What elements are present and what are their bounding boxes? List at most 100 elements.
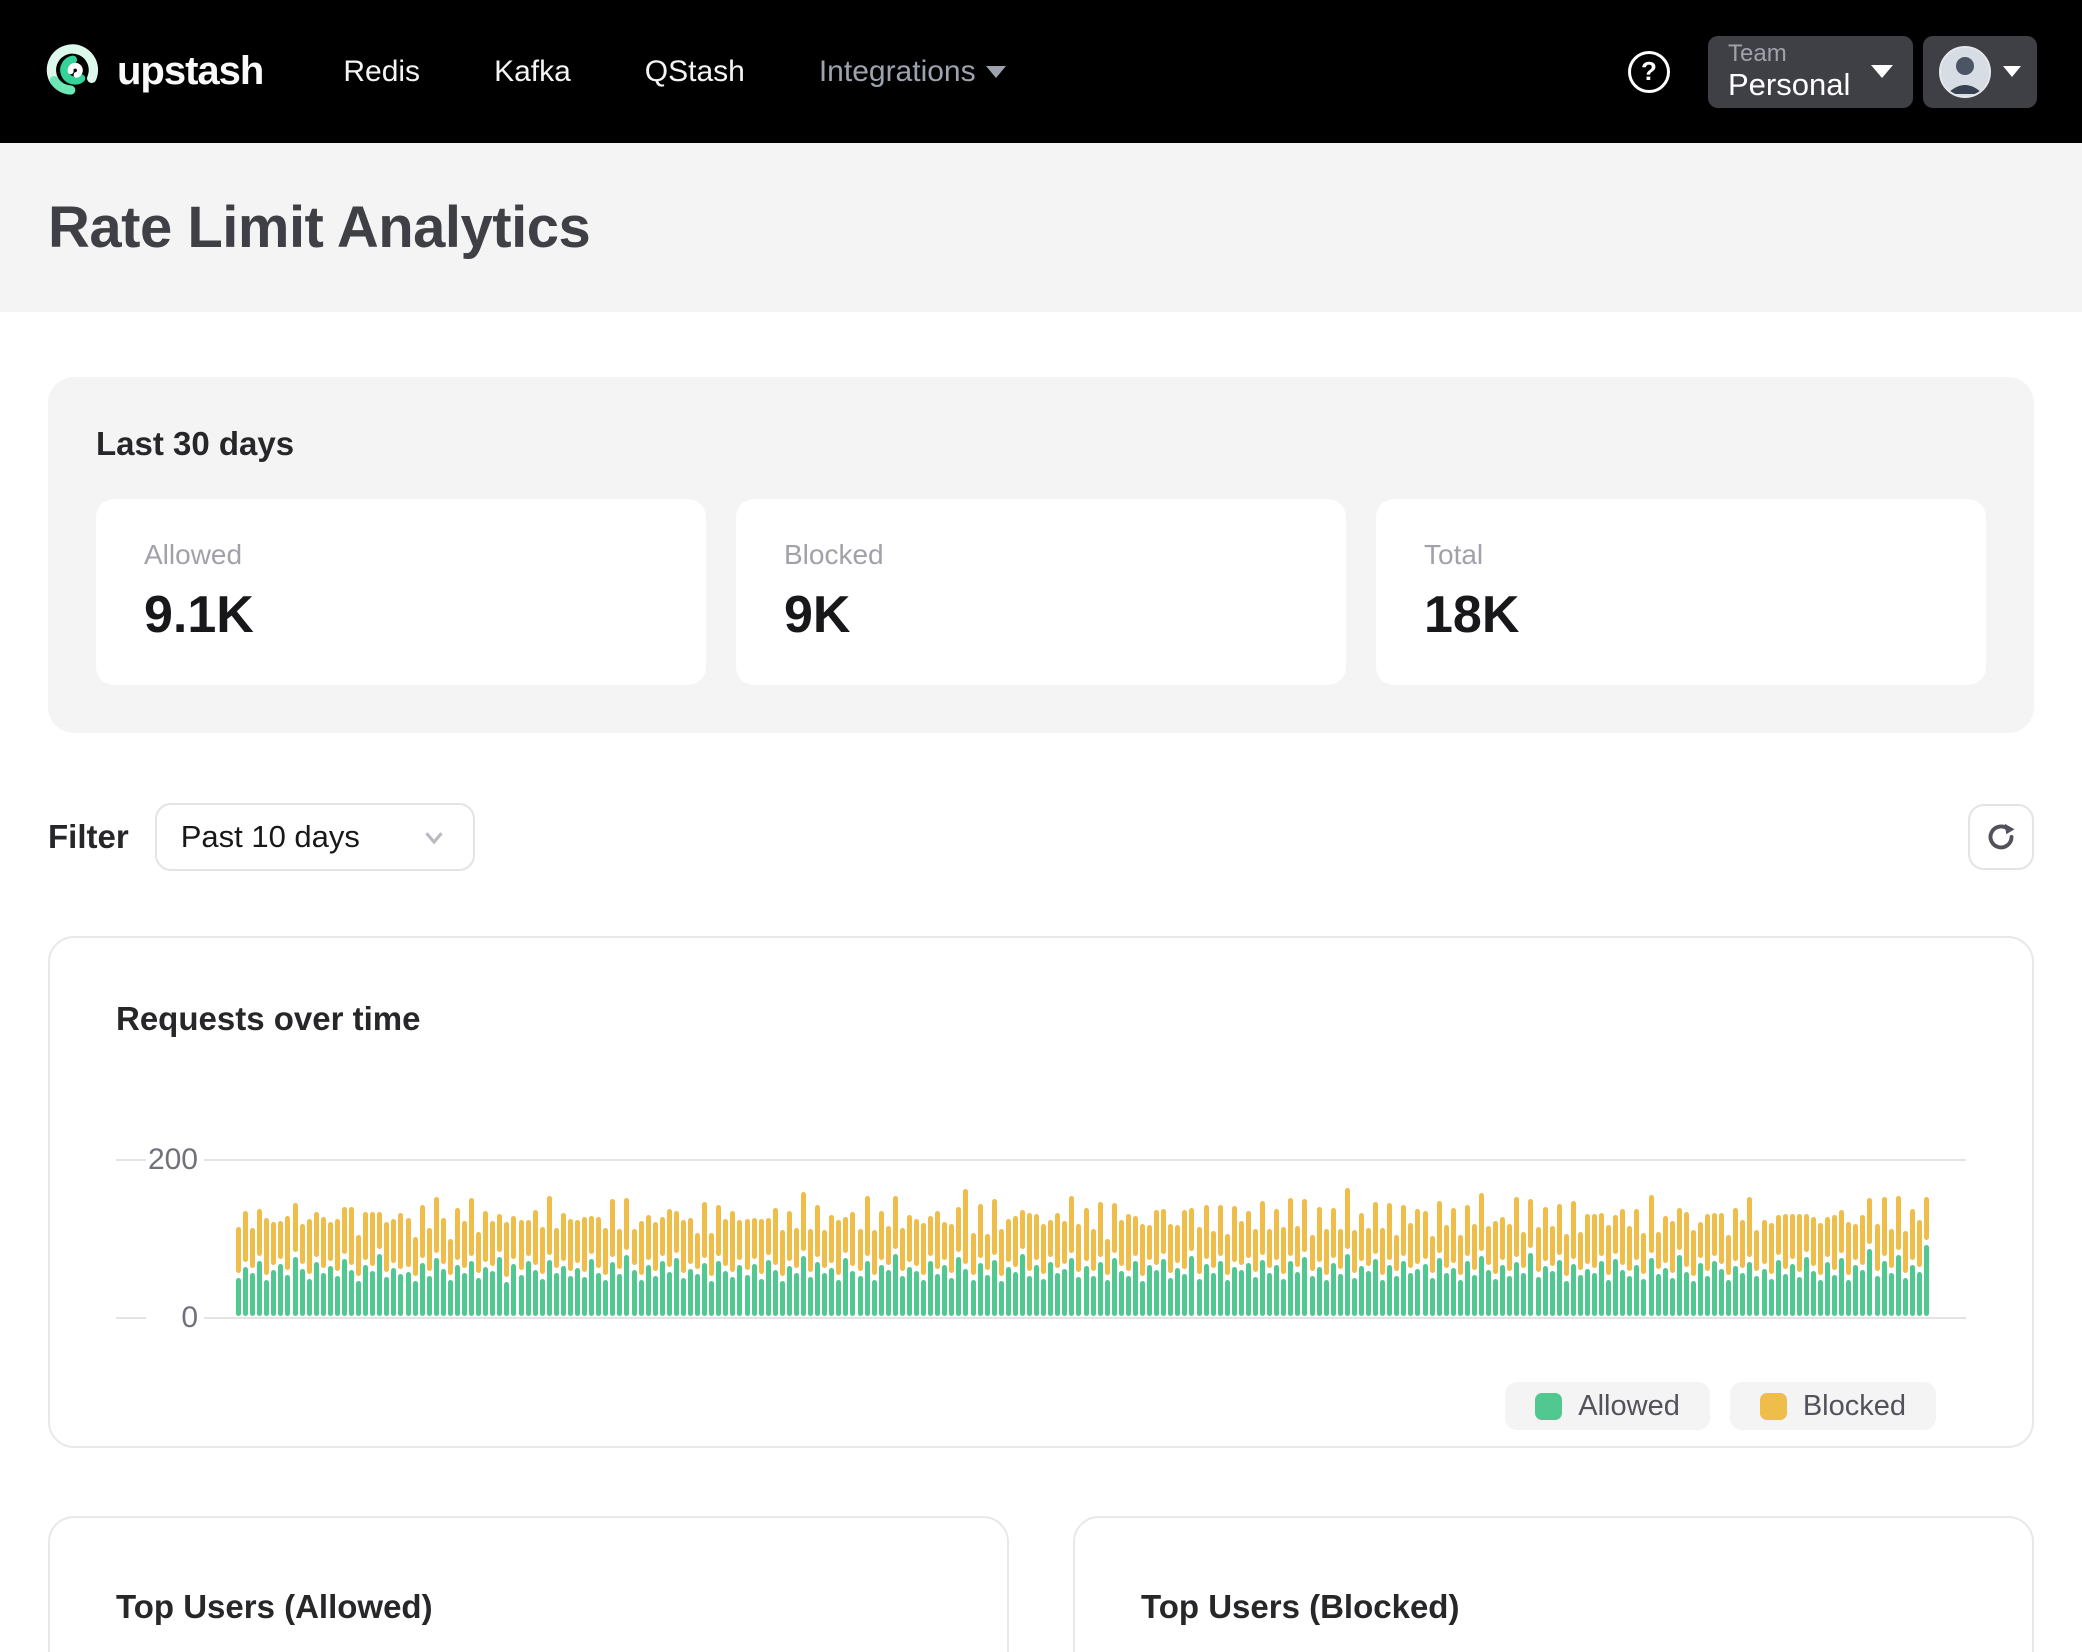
- stacked-bar: [1373, 1202, 1379, 1316]
- stacked-bar: [998, 1229, 1004, 1316]
- gridline: [204, 1159, 1966, 1161]
- summary-panel: Last 30 days Allowed 9.1K Blocked 9K Tot…: [48, 377, 2034, 733]
- stacked-bar: [1330, 1208, 1336, 1316]
- stacked-bar: [1005, 1219, 1011, 1316]
- stacked-bar: [1217, 1205, 1223, 1316]
- stacked-bar: [1584, 1214, 1590, 1316]
- stacked-bar: [680, 1220, 686, 1316]
- legend-item-allowed[interactable]: Allowed: [1505, 1382, 1710, 1430]
- stacked-bar: [709, 1233, 715, 1316]
- stacked-bar: [575, 1220, 580, 1316]
- team-label: Team: [1728, 39, 1787, 67]
- stacked-bar: [299, 1224, 305, 1316]
- stacked-bar: [320, 1217, 326, 1316]
- stacked-bar: [356, 1235, 362, 1316]
- stacked-bar: [977, 1204, 983, 1316]
- filter-label: Filter: [48, 818, 129, 855]
- stacked-bar: [857, 1229, 863, 1316]
- stacked-bar: [1182, 1210, 1188, 1316]
- stacked-bar: [497, 1214, 503, 1316]
- stacked-bar: [1302, 1199, 1308, 1316]
- stacked-bar: [1457, 1235, 1463, 1316]
- stacked-bar: [808, 1229, 814, 1316]
- stacked-bar: [737, 1220, 743, 1316]
- stacked-bar: [363, 1212, 369, 1316]
- nav-right: ? Team Personal: [1628, 35, 2037, 108]
- stacked-bar: [1599, 1213, 1605, 1316]
- blocked-swatch-icon: [1759, 1392, 1787, 1420]
- stacked-bar: [1789, 1214, 1795, 1316]
- stacked-bar: [864, 1196, 870, 1316]
- stacked-bar: [1295, 1226, 1301, 1316]
- stacked-bar: [384, 1222, 390, 1316]
- stacked-bar: [1782, 1214, 1788, 1316]
- upstash-brand[interactable]: upstash: [45, 41, 264, 102]
- stacked-bar: [370, 1212, 376, 1316]
- stacked-bar: [801, 1192, 806, 1316]
- nav-item-redis[interactable]: Redis: [343, 54, 421, 88]
- nav-item-integrations[interactable]: Integrations: [819, 55, 1006, 89]
- stacked-bar: [772, 1208, 778, 1316]
- top-users-section: Top Users (Allowed) Top Users (Blocked): [48, 1516, 2034, 1652]
- stacked-bar: [1111, 1203, 1117, 1316]
- stacked-bar: [1528, 1199, 1534, 1316]
- stat-label: Blocked: [784, 539, 884, 570]
- stacked-bar: [815, 1205, 821, 1316]
- stacked-bar: [433, 1197, 439, 1316]
- help-icon[interactable]: ?: [1628, 50, 1670, 93]
- stacked-bar: [1147, 1225, 1153, 1316]
- stacked-bar: [638, 1221, 644, 1316]
- stacked-bar: [412, 1237, 418, 1316]
- stacked-bar: [1895, 1196, 1901, 1316]
- stacked-bar: [1754, 1230, 1760, 1316]
- stacked-bar: [349, 1207, 354, 1316]
- upstash-logo-icon: [45, 41, 101, 102]
- stacked-bar: [1577, 1232, 1583, 1316]
- stacked-bar: [1161, 1209, 1167, 1316]
- stacked-bar: [341, 1207, 347, 1316]
- account-menu[interactable]: [1923, 35, 2037, 108]
- stacked-bar: [1267, 1229, 1273, 1316]
- stacked-bar: [1486, 1226, 1492, 1316]
- legend-item-blocked[interactable]: Blocked: [1729, 1382, 1936, 1430]
- date-range-select[interactable]: Past 10 days: [154, 803, 475, 871]
- stacked-bar: [1655, 1232, 1661, 1316]
- stacked-bar: [829, 1215, 835, 1316]
- stacked-bar: [1705, 1214, 1710, 1316]
- team-selector[interactable]: Team Personal: [1708, 35, 1913, 108]
- stacked-bar: [928, 1216, 934, 1316]
- y-tick-0: 0: [181, 1301, 198, 1334]
- top-users-allowed-card: Top Users (Allowed): [48, 1516, 1009, 1652]
- stacked-bar: [1380, 1228, 1386, 1316]
- stacked-bar: [1676, 1208, 1682, 1316]
- stacked-bar: [1810, 1217, 1816, 1316]
- stacked-bar: [659, 1217, 665, 1316]
- stacked-bar: [278, 1221, 284, 1316]
- stat-card-allowed: Allowed 9.1K: [96, 499, 706, 685]
- stacked-bar: [1726, 1235, 1732, 1316]
- stacked-bar: [935, 1211, 941, 1316]
- stacked-bar: [822, 1230, 828, 1316]
- stacked-bar: [1669, 1221, 1675, 1316]
- stacked-bar: [1055, 1213, 1061, 1316]
- stacked-bar: [1041, 1224, 1047, 1316]
- nav-item-qstash[interactable]: QStash: [644, 54, 745, 88]
- stacked-bar: [1634, 1209, 1640, 1316]
- legend-label: Allowed: [1578, 1389, 1680, 1422]
- stacked-bar: [271, 1222, 277, 1316]
- refresh-button[interactable]: [1968, 804, 2034, 870]
- stacked-bar: [949, 1224, 955, 1316]
- card-title: Top Users (Allowed): [116, 1588, 433, 1625]
- stacked-bar: [1132, 1216, 1138, 1316]
- nav-item-kafka[interactable]: Kafka: [494, 54, 571, 88]
- stacked-bar: [1493, 1221, 1499, 1316]
- stacked-bar: [1620, 1209, 1626, 1316]
- chart-plot: 200 0: [116, 1143, 1966, 1334]
- top-users-blocked-card: Top Users (Blocked): [1073, 1516, 2034, 1652]
- stacked-bar: [1436, 1201, 1442, 1316]
- stacked-bar: [652, 1222, 658, 1316]
- stacked-bar: [695, 1233, 701, 1316]
- stacked-bar: [1387, 1203, 1393, 1316]
- chart-title: Requests over time: [116, 1000, 421, 1037]
- stacked-bar: [567, 1219, 573, 1316]
